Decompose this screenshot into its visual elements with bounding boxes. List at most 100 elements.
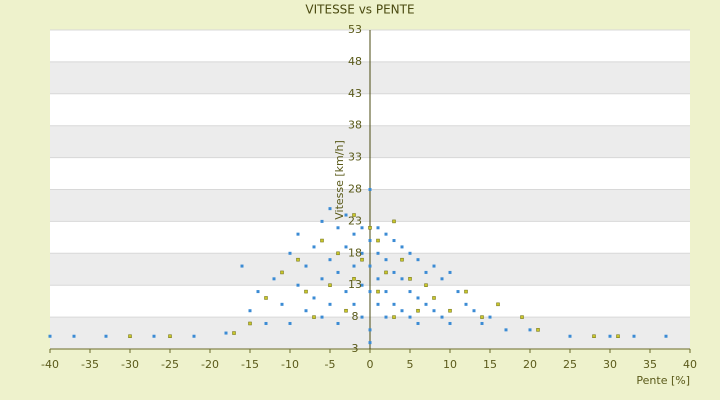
x-tick-label: 20 [523, 358, 537, 371]
scatter-point [328, 302, 332, 306]
scatter-point [472, 309, 476, 313]
scatter-point [192, 334, 196, 338]
scatter-point [152, 334, 156, 338]
scatter-point [232, 331, 236, 335]
scatter-point [400, 257, 404, 262]
scatter-point [408, 315, 412, 319]
scatter-point [368, 188, 372, 191]
scatter-point [408, 277, 412, 281]
x-tick-label: -10 [281, 358, 299, 371]
scatter-point [296, 283, 300, 287]
scatter-point [376, 302, 380, 306]
x-tick-label: 10 [443, 358, 457, 371]
scatter-point [376, 289, 380, 294]
scatter-point [288, 321, 292, 325]
y-tick-label: 43 [348, 87, 362, 100]
scatter-point [368, 341, 372, 345]
scatter-point [336, 226, 340, 230]
scatter-point [416, 321, 420, 325]
scatter-point [400, 245, 404, 249]
scatter-point [296, 232, 300, 236]
scatter-point [360, 251, 364, 255]
scatter-point [384, 270, 388, 275]
scatter-point [248, 321, 252, 326]
scatter-point [664, 334, 668, 338]
scatter-point [360, 315, 364, 319]
scatter-point [464, 302, 468, 306]
scatter-point [328, 207, 332, 211]
x-axis-title: Pente [%] [636, 374, 690, 387]
scatter-point [384, 258, 388, 262]
scatter-point [328, 283, 332, 287]
y-tick-label: 8 [352, 310, 359, 323]
scatter-point [336, 270, 340, 274]
scatter-point [376, 226, 380, 230]
scatter-point [392, 219, 396, 224]
scatter-point [272, 277, 276, 281]
scatter-point [448, 270, 452, 274]
scatter-point [328, 258, 332, 262]
y-tick-label: 23 [348, 214, 362, 227]
scatter-point [384, 232, 388, 236]
scatter-point [480, 321, 484, 325]
scatter-point [336, 321, 340, 325]
scatter-point [608, 334, 612, 338]
scatter-point [392, 302, 396, 306]
scatter-point [128, 334, 132, 338]
x-tick-label: 25 [563, 358, 577, 371]
scatter-point [48, 334, 52, 338]
y-tick-label: 13 [348, 278, 362, 291]
x-tick-label: 35 [643, 358, 657, 371]
x-tick-label: -20 [201, 358, 219, 371]
scatter-point [520, 315, 524, 319]
scatter-point [480, 315, 484, 319]
scatter-point [344, 245, 348, 249]
scatter-point [352, 302, 356, 306]
x-tick-label: -25 [161, 358, 179, 371]
y-tick-label: 38 [348, 119, 362, 132]
scatter-point [368, 226, 372, 230]
scatter-point [344, 213, 348, 217]
scatter-point [424, 283, 428, 287]
x-tick-label: -35 [81, 358, 99, 371]
x-tick-label: 5 [407, 358, 414, 371]
scatter-point [416, 258, 420, 262]
scatter-point [416, 296, 420, 300]
scatter-point [264, 321, 268, 325]
scatter-point [568, 334, 572, 338]
scatter-point [288, 251, 292, 255]
scatter-point [496, 302, 500, 307]
y-tick-label: 3 [352, 342, 359, 355]
scatter-point [240, 264, 244, 268]
scatter-point [384, 315, 388, 319]
scatter-point [312, 315, 316, 319]
scatter-point [424, 270, 428, 274]
scatter-point [400, 277, 404, 281]
scatter-point [392, 315, 396, 319]
scatter-point [456, 290, 460, 294]
scatter-point [432, 264, 436, 268]
scatter-point [368, 328, 372, 332]
x-tick-label: 15 [483, 358, 497, 371]
scatter-point [296, 257, 300, 262]
y-tick-label: 33 [348, 151, 362, 164]
scatter-point [432, 296, 436, 300]
scatter-point [344, 290, 348, 294]
scatter-point [320, 219, 324, 223]
x-tick-label: -30 [121, 358, 139, 371]
scatter-point [280, 302, 284, 306]
scatter-point [376, 238, 380, 243]
scatter-point [352, 264, 356, 268]
scatter-point [416, 308, 420, 313]
scatter-point [264, 296, 268, 300]
scatter-point [248, 309, 252, 313]
scatter-point [632, 334, 636, 338]
scatter-point [320, 277, 324, 281]
scatter-point [504, 328, 508, 332]
scatter-point [224, 331, 228, 335]
x-tick-label: -5 [325, 358, 336, 371]
scatter-point [400, 309, 404, 313]
scatter-point [168, 334, 172, 338]
scatter-point [440, 277, 444, 281]
chart-title: VITESSE vs PENTE [305, 3, 414, 17]
